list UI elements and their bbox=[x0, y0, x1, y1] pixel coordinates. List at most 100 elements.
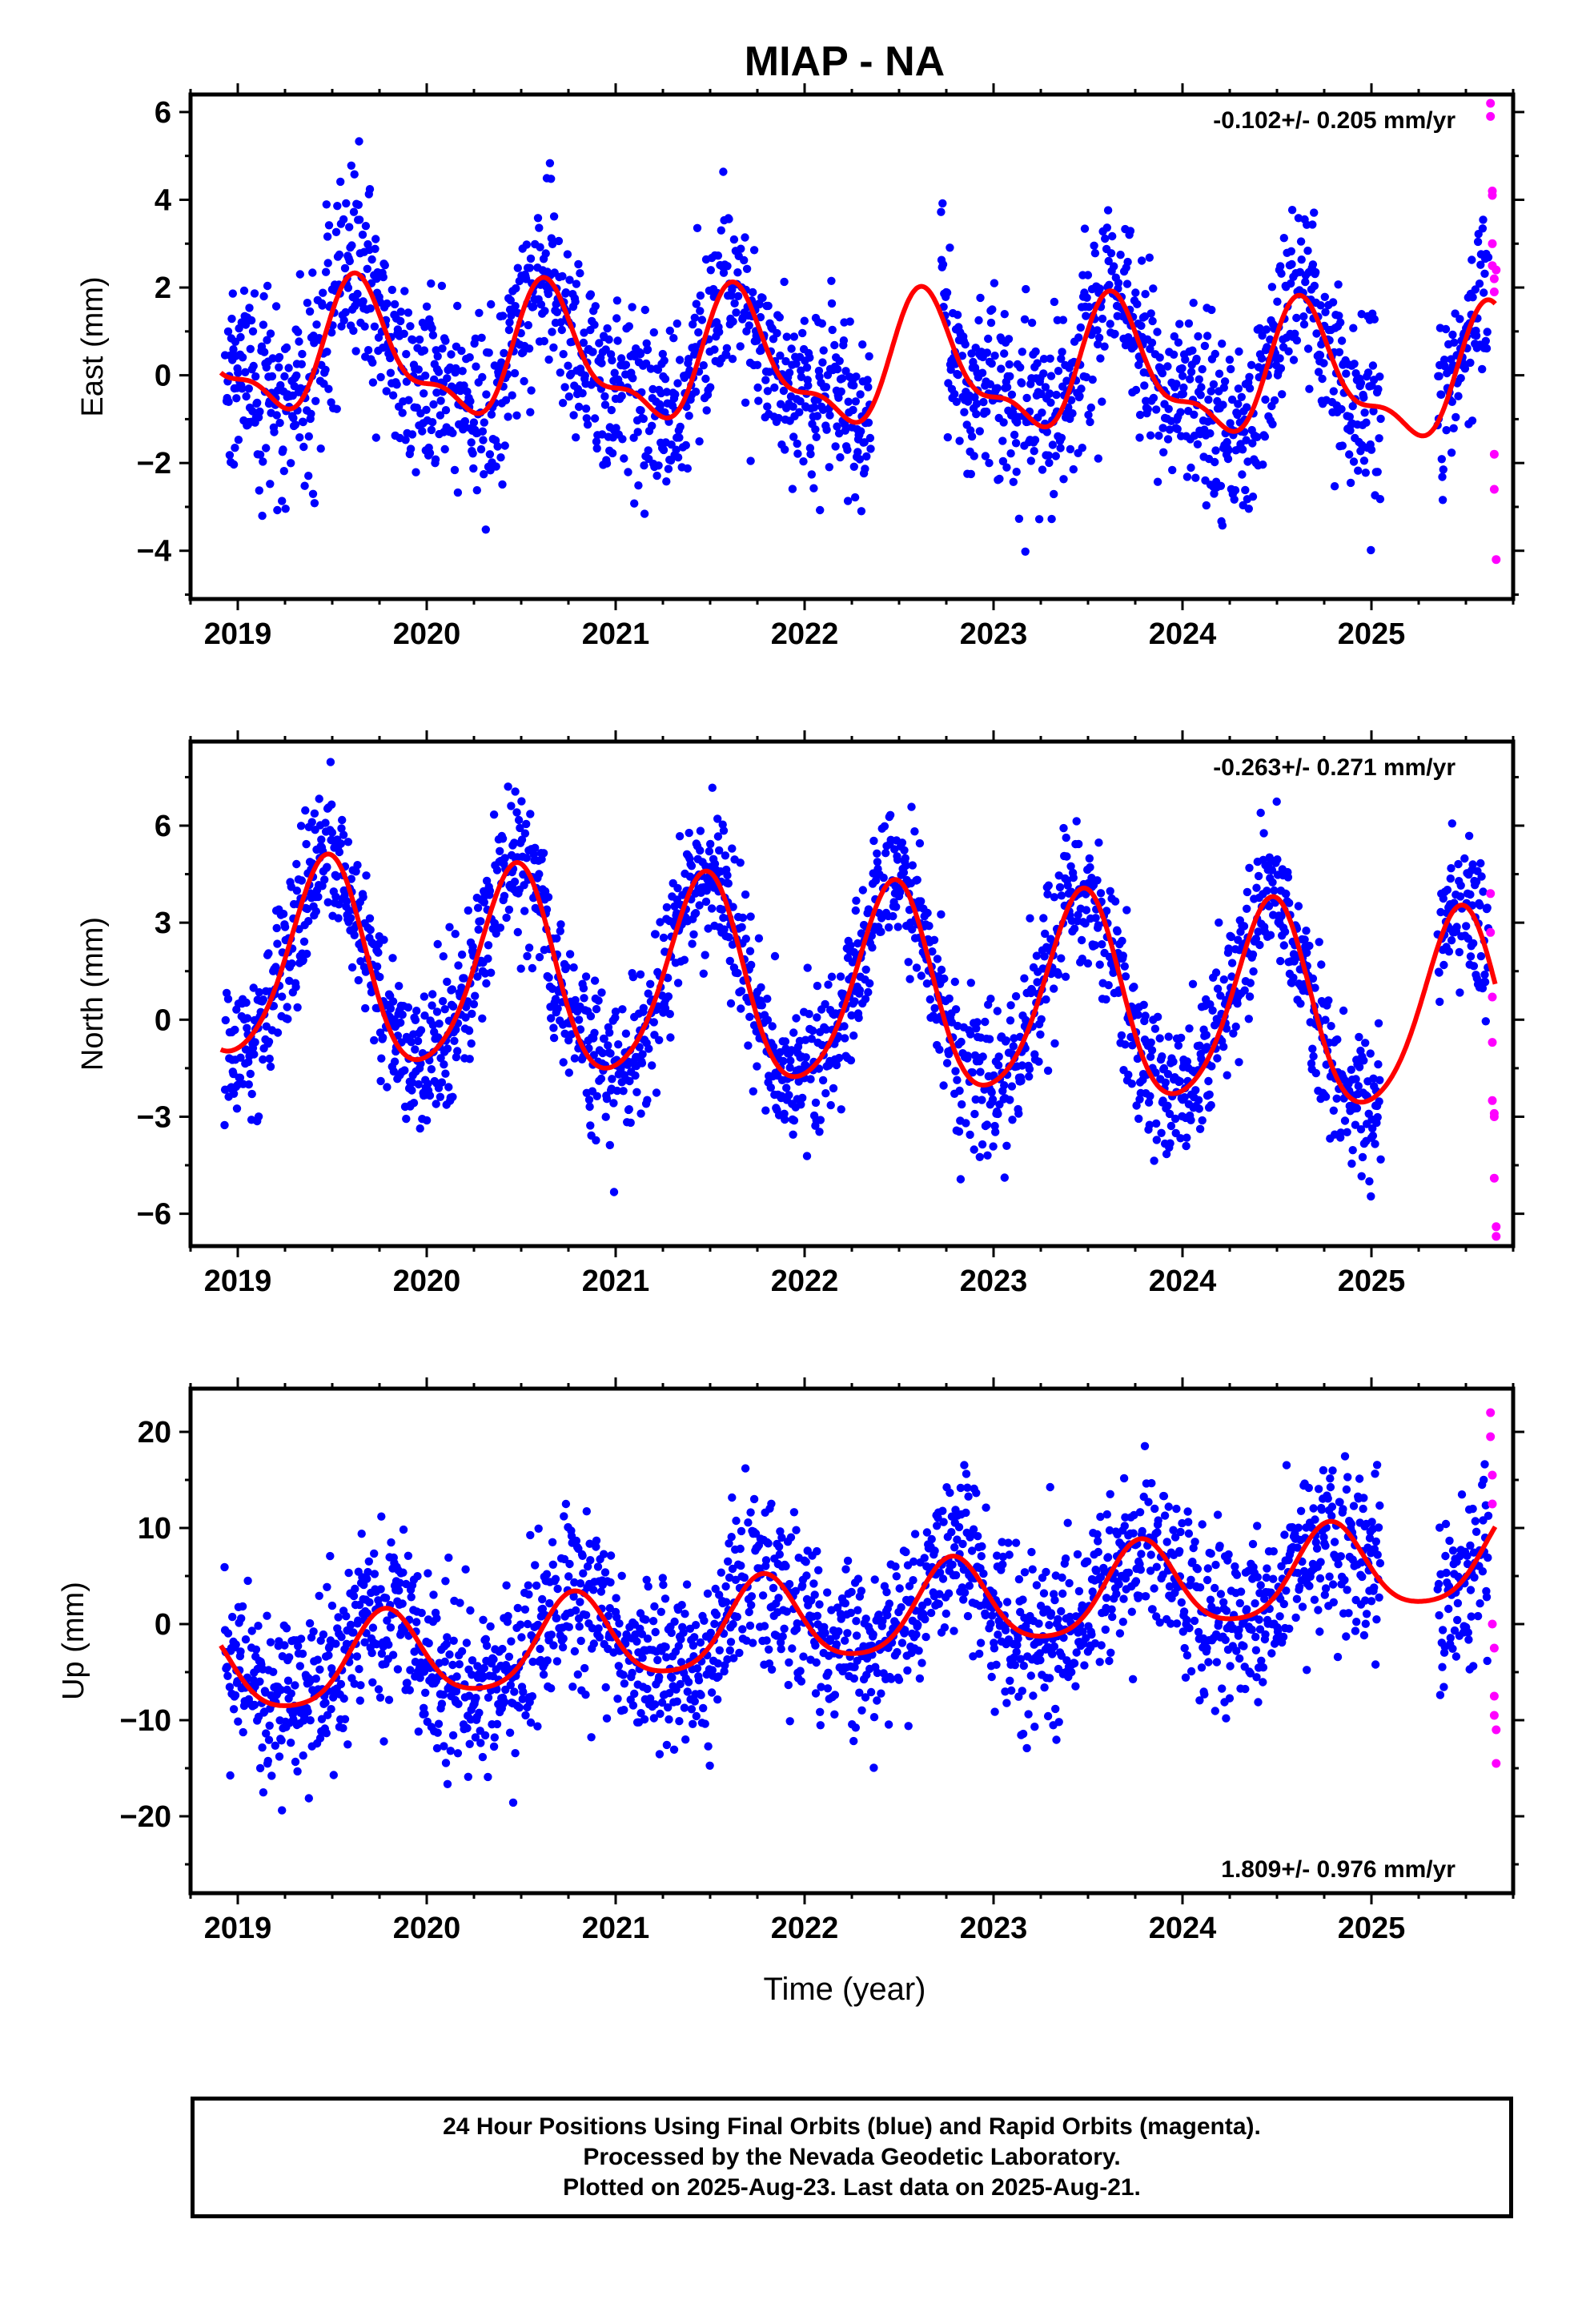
final-orbit-point bbox=[1070, 924, 1079, 933]
final-orbit-point bbox=[1192, 354, 1201, 364]
final-orbit-point bbox=[1471, 285, 1480, 294]
final-orbit-point bbox=[694, 328, 703, 337]
final-orbit-point bbox=[829, 1084, 838, 1093]
final-orbit-point bbox=[544, 893, 553, 902]
final-orbit-point bbox=[312, 320, 321, 329]
final-orbit-point bbox=[547, 1014, 556, 1023]
final-orbit-point bbox=[323, 1582, 331, 1592]
final-orbit-point bbox=[685, 412, 693, 420]
final-orbit-point bbox=[547, 1630, 556, 1639]
final-orbit-point bbox=[424, 1569, 432, 1578]
final-orbit-point bbox=[818, 358, 827, 367]
final-orbit-point bbox=[1339, 1006, 1348, 1015]
final-orbit-point bbox=[1017, 1076, 1026, 1086]
final-orbit-point bbox=[972, 400, 982, 408]
final-orbit-point bbox=[478, 1752, 488, 1762]
final-orbit-point bbox=[753, 336, 761, 345]
final-orbit-point bbox=[504, 782, 512, 791]
final-orbit-point bbox=[804, 381, 813, 390]
final-orbit-point bbox=[231, 444, 239, 452]
final-orbit-point bbox=[276, 380, 285, 390]
x-tick-label: 2024 bbox=[1149, 617, 1217, 651]
final-orbit-point bbox=[897, 838, 907, 847]
final-orbit-point bbox=[533, 1722, 542, 1731]
final-orbit-point bbox=[1009, 1042, 1018, 1051]
final-orbit-point bbox=[655, 1750, 665, 1759]
final-orbit-point bbox=[1118, 936, 1126, 946]
final-orbit-point bbox=[535, 870, 544, 879]
final-orbit-point bbox=[1279, 941, 1289, 950]
final-orbit-point bbox=[1231, 1022, 1240, 1031]
final-orbit-point bbox=[719, 826, 729, 835]
final-orbit-point bbox=[1141, 290, 1150, 299]
final-orbit-point bbox=[365, 914, 375, 923]
final-orbit-point bbox=[451, 930, 460, 939]
final-orbit-point bbox=[249, 361, 258, 371]
final-orbit-point bbox=[704, 924, 713, 933]
final-orbit-point bbox=[560, 383, 569, 392]
final-orbit-point bbox=[1204, 1076, 1213, 1086]
final-orbit-point bbox=[660, 356, 669, 365]
final-orbit-point bbox=[1118, 951, 1128, 960]
final-orbit-point bbox=[484, 1693, 493, 1702]
final-orbit-point bbox=[504, 905, 514, 915]
final-orbit-point bbox=[1166, 1139, 1174, 1148]
y-tick-label: 6 bbox=[155, 96, 171, 130]
final-orbit-point bbox=[612, 314, 621, 323]
final-orbit-point bbox=[632, 1637, 641, 1646]
final-orbit-point bbox=[428, 1001, 436, 1010]
final-orbit-point bbox=[1255, 940, 1264, 950]
final-orbit-point bbox=[573, 1670, 582, 1679]
final-orbit-point bbox=[769, 1042, 778, 1051]
final-orbit-point bbox=[424, 1080, 432, 1088]
final-orbit-point bbox=[547, 1684, 556, 1693]
final-orbit-point bbox=[836, 452, 845, 462]
final-orbit-point bbox=[608, 448, 617, 458]
x-tick-label: 2024 bbox=[1149, 1265, 1217, 1298]
final-orbit-point bbox=[584, 1096, 594, 1104]
final-orbit-point bbox=[417, 1608, 426, 1618]
final-orbit-point bbox=[404, 1551, 413, 1561]
final-orbit-point bbox=[1078, 444, 1087, 452]
final-orbit-point bbox=[1303, 344, 1313, 353]
final-orbit-point bbox=[384, 1640, 393, 1649]
final-orbit-point bbox=[420, 992, 429, 1001]
final-orbit-point bbox=[1280, 927, 1290, 936]
final-orbit-point bbox=[1153, 1012, 1162, 1022]
final-orbit-point bbox=[1158, 424, 1167, 432]
final-orbit-point bbox=[440, 1060, 448, 1069]
final-orbit-point bbox=[1447, 936, 1456, 945]
final-orbit-point bbox=[258, 1743, 267, 1752]
final-orbit-point bbox=[805, 444, 815, 452]
final-orbit-point bbox=[890, 845, 899, 854]
final-orbit-point bbox=[849, 462, 859, 471]
final-orbit-point bbox=[454, 961, 463, 970]
final-orbit-point bbox=[1456, 881, 1465, 891]
final-orbit-point bbox=[1045, 458, 1054, 468]
final-orbit-point bbox=[275, 352, 284, 362]
final-orbit-point bbox=[461, 1565, 470, 1574]
final-orbit-point bbox=[574, 402, 584, 412]
final-orbit-point bbox=[805, 353, 814, 362]
final-orbit-point bbox=[1447, 864, 1456, 873]
final-orbit-point bbox=[347, 161, 355, 170]
final-orbit-point bbox=[1104, 981, 1113, 990]
final-orbit-point bbox=[695, 437, 704, 446]
final-orbit-point bbox=[1367, 1192, 1375, 1201]
final-orbit-point bbox=[1169, 1057, 1178, 1067]
final-orbit-point bbox=[339, 1723, 347, 1733]
final-orbit-point bbox=[1140, 312, 1150, 321]
final-orbit-point bbox=[908, 925, 917, 934]
final-orbit-point bbox=[351, 1584, 359, 1594]
final-orbit-point bbox=[295, 270, 304, 279]
final-orbit-point bbox=[549, 1641, 558, 1650]
final-orbit-point bbox=[1219, 1042, 1228, 1051]
final-orbit-point bbox=[789, 1116, 799, 1125]
final-orbit-point bbox=[457, 1647, 467, 1656]
final-orbit-point bbox=[1135, 433, 1144, 442]
final-orbit-point bbox=[535, 953, 544, 962]
final-orbit-point bbox=[1219, 400, 1227, 409]
final-orbit-point bbox=[781, 445, 789, 454]
final-orbit-point bbox=[1273, 297, 1282, 306]
final-orbit-point bbox=[789, 402, 797, 411]
